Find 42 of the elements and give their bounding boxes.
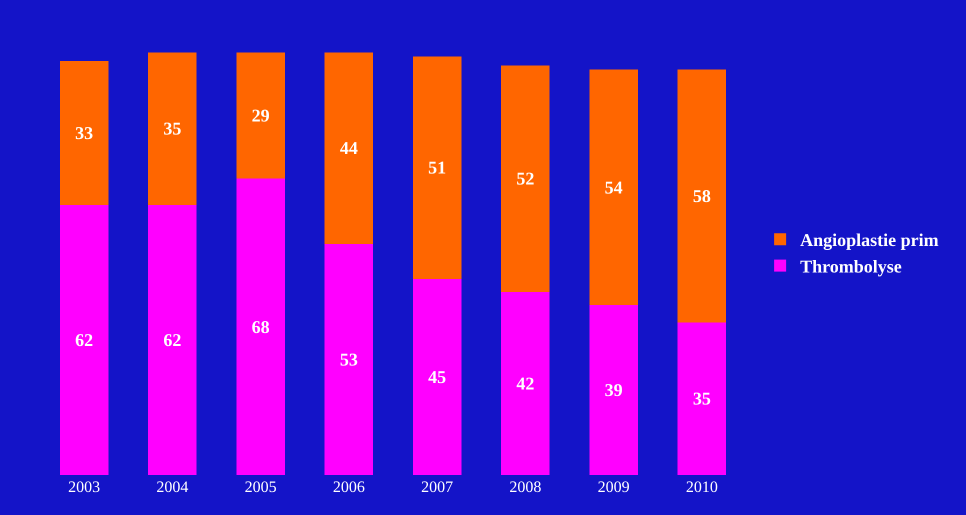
legend-label: Angioplastie prim bbox=[800, 230, 939, 250]
data-label: 62 bbox=[75, 330, 94, 350]
x-tick-label: 2005 bbox=[244, 479, 277, 496]
bar bbox=[501, 292, 550, 475]
data-label: 51 bbox=[428, 158, 446, 178]
bar bbox=[148, 204, 197, 475]
data-label: 54 bbox=[604, 177, 623, 198]
bar bbox=[678, 70, 726, 322]
x-tick-label: 2006 bbox=[332, 479, 365, 496]
bar bbox=[148, 52, 197, 205]
bar bbox=[236, 178, 285, 475]
data-label: 68 bbox=[252, 316, 270, 337]
bar bbox=[60, 204, 108, 475]
bar bbox=[324, 52, 374, 244]
x-tick-label: 2007 bbox=[421, 479, 454, 496]
x-tick-label: 2008 bbox=[509, 479, 542, 496]
bar bbox=[678, 322, 726, 475]
x-tick-label: 2009 bbox=[598, 479, 630, 496]
bar bbox=[501, 65, 550, 292]
data-label: 35 bbox=[163, 118, 182, 139]
bar bbox=[412, 278, 462, 475]
bar bbox=[589, 70, 638, 306]
data-label: 29 bbox=[252, 105, 270, 126]
x-tick-label: 2010 bbox=[686, 479, 718, 496]
x-tick-label: 2004 bbox=[156, 479, 188, 496]
bar bbox=[589, 305, 638, 475]
data-label: 35 bbox=[692, 388, 711, 409]
data-label: 45 bbox=[428, 366, 446, 387]
data-label: 39 bbox=[604, 380, 623, 400]
x-tick-label: 2003 bbox=[68, 479, 100, 496]
data-label: 33 bbox=[75, 122, 94, 143]
bar bbox=[412, 56, 462, 279]
legend-label: Thrombolyse bbox=[800, 256, 902, 277]
data-label: 62 bbox=[163, 330, 182, 350]
data-label: 58 bbox=[692, 186, 711, 206]
data-label: 44 bbox=[340, 138, 358, 158]
data-label: 52 bbox=[516, 168, 534, 189]
bar bbox=[60, 60, 108, 205]
bar bbox=[324, 244, 374, 475]
bar bbox=[236, 52, 285, 179]
data-label: 42 bbox=[516, 373, 534, 394]
data-label: 53 bbox=[340, 350, 358, 370]
